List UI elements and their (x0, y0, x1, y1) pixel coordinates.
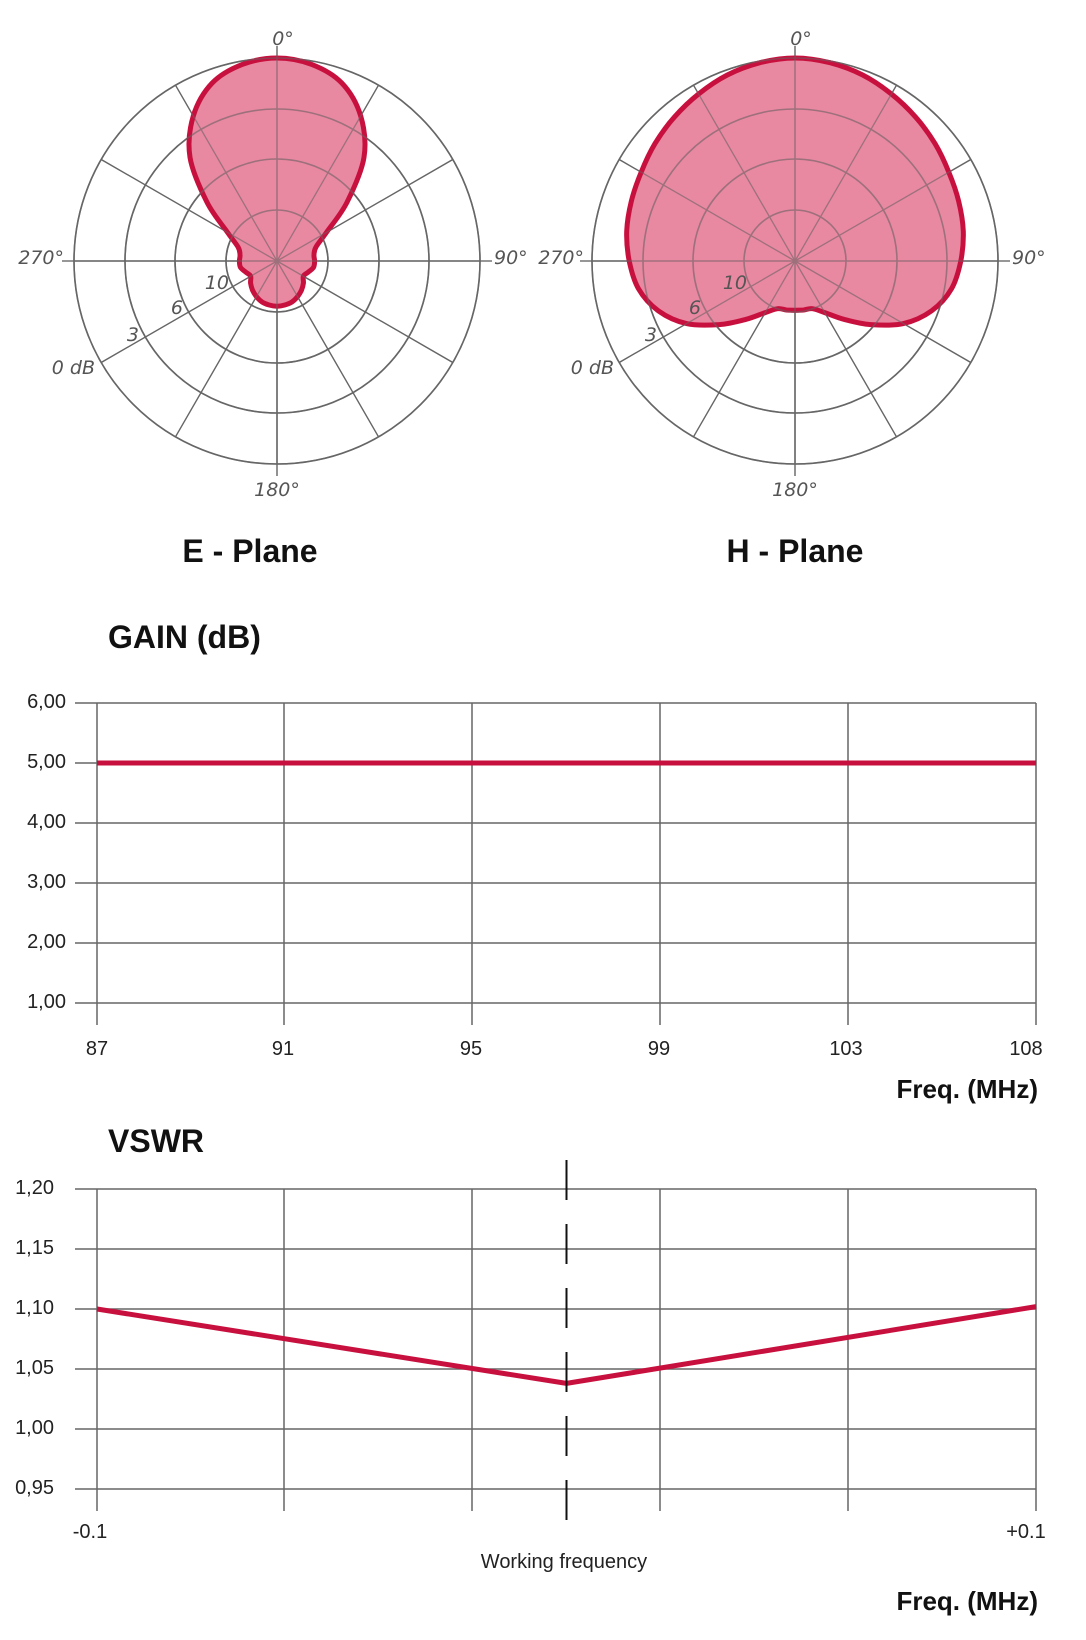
gain-y-tick-label: 4,00 (27, 811, 66, 833)
gain-chart-title: GAIN (dB) (108, 619, 261, 655)
vswr-y-tick-label: 0,95 (15, 1477, 54, 1499)
gain-x-ticks: 87 91 95 99 103 108 (86, 1038, 1043, 1060)
e-plane-spoke (100, 158, 278, 262)
e-plane-title: E - Plane (182, 533, 317, 569)
h-plane-spoke (692, 260, 796, 438)
h-plane-spoke (794, 84, 898, 262)
gain-x-tick-label: 95 (460, 1038, 482, 1060)
gain-y-ticks: 6,00 5,00 4,00 3,00 2,00 1,00 (27, 691, 66, 1013)
gain-x-tick-label: 87 (86, 1038, 108, 1060)
vswr-y-ticks: 1,20 1,15 1,10 1,05 1,00 0,95 (15, 1177, 54, 1499)
h-plane-title: H - Plane (727, 533, 864, 569)
e-plane-spoke (276, 260, 454, 364)
e-plane-angle-label-90: 90° (494, 247, 528, 269)
h-plane-polar-chart: 0° 90° 180° 270° 0 dB 3 6 10 H - Plane (538, 28, 1045, 569)
h-plane-spoke (692, 84, 796, 262)
vswr-y-tick-label: 1,05 (15, 1357, 54, 1379)
vswr-chart: VSWR 1,20 1,15 1,10 1,05 1,00 0,95 -0.1 … (15, 1123, 1046, 1616)
h-plane-angle-label-180: 180° (772, 479, 818, 501)
h-plane-radial-label-6: 6 (689, 297, 701, 319)
gain-x-axis-label: Freq. (MHz) (896, 1074, 1038, 1104)
vswr-y-tick-label: 1,15 (15, 1237, 54, 1259)
h-plane-radial-label-10: 10 (723, 272, 747, 294)
e-plane-angle-label-270: 270° (18, 247, 64, 269)
h-plane-angle-label-270: 270° (538, 247, 584, 269)
gain-grid (75, 702, 1037, 1025)
e-plane-grid-overlay (62, 46, 492, 476)
gain-y-tick-label: 1,00 (27, 991, 66, 1013)
h-plane-angle-label-90: 90° (1012, 247, 1046, 269)
gain-x-tick-label: 103 (829, 1038, 862, 1060)
gain-y-tick-label: 3,00 (27, 871, 66, 893)
vswr-center-label: Working frequency (481, 1551, 647, 1573)
e-plane-polar-chart: 0° 90° 180° 270° 0 dB 3 6 10 E - Plane (18, 28, 527, 569)
vswr-x-tick-label: +0.1 (1006, 1521, 1045, 1543)
gain-y-tick-label: 5,00 (27, 751, 66, 773)
vswr-y-tick-label: 1,00 (15, 1417, 54, 1439)
e-plane-spoke (276, 158, 454, 262)
gain-x-tick-label: 108 (1009, 1038, 1042, 1060)
e-plane-radial-label-0db: 0 dB (52, 357, 95, 379)
e-plane-spoke (100, 260, 278, 364)
vswr-y-tick-label: 1,10 (15, 1297, 54, 1319)
vswr-chart-title: VSWR (108, 1123, 204, 1159)
vswr-y-tick-label: 1,20 (15, 1177, 54, 1199)
h-plane-spoke (794, 260, 898, 438)
h-plane-angle-label-0: 0° (790, 28, 812, 50)
vswr-grid (75, 1188, 1037, 1511)
h-plane-spoke (618, 260, 796, 364)
h-plane-grid-overlay (580, 46, 1010, 476)
h-plane-spoke (794, 158, 972, 262)
e-plane-spoke (276, 260, 380, 438)
h-plane-spoke (794, 260, 972, 364)
gain-chart: GAIN (dB) 6,00 5,00 4,00 3,00 2,00 1,00 … (27, 619, 1043, 1104)
h-plane-radial-label-0db: 0 dB (571, 357, 614, 379)
vswr-x-tick-label: -0.1 (73, 1521, 107, 1543)
gain-x-tick-label: 91 (272, 1038, 294, 1060)
e-plane-angle-label-180: 180° (254, 479, 300, 501)
e-plane-radial-label-6: 6 (171, 297, 183, 319)
gain-y-tick-label: 6,00 (27, 691, 66, 713)
e-plane-spoke (174, 84, 278, 262)
h-plane-radial-label-3: 3 (645, 324, 657, 346)
e-plane-spoke (174, 260, 278, 438)
vswr-x-axis-label: Freq. (MHz) (896, 1586, 1038, 1616)
e-plane-angle-label-0: 0° (272, 28, 294, 50)
e-plane-spoke (276, 84, 380, 262)
e-plane-radial-label-3: 3 (127, 324, 139, 346)
gain-x-tick-label: 99 (648, 1038, 670, 1060)
gain-y-tick-label: 2,00 (27, 931, 66, 953)
e-plane-radial-label-10: 10 (205, 272, 229, 294)
h-plane-spoke (618, 158, 796, 262)
